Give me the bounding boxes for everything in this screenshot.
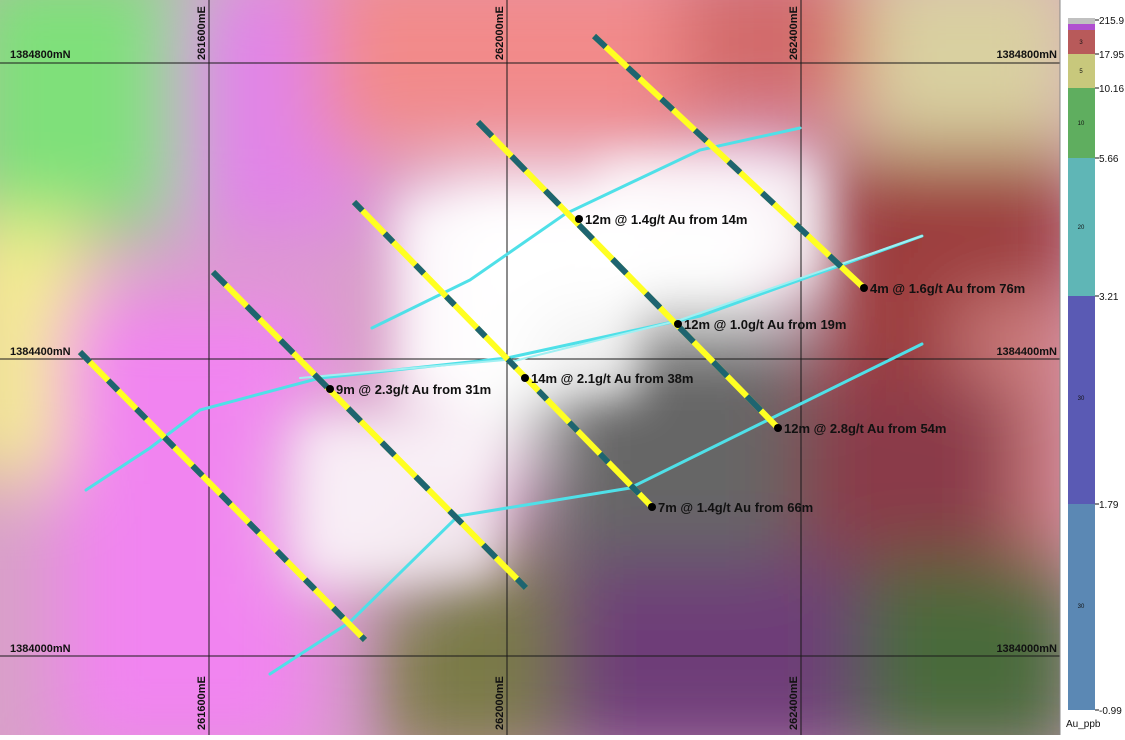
northing-label-e-2: 1384400mN [996,346,1057,358]
intercept-labels: 12m @ 1.4g/t Au from 14m 4m @ 1.6g/t Au … [336,212,1025,515]
intercept-label-1: 12m @ 1.4g/t Au from 14m [585,212,747,227]
anomaly-background [0,0,1060,735]
legend-panel: 215.9 17.95 10.16 5.66 3.21 1.79 -0.99 3… [1059,0,1125,735]
legend-tick-6: 1.79 [1099,500,1119,511]
legend-class-label-5: 30 [1078,396,1085,402]
legend-swatch-2 [1068,24,1095,30]
legend-swatch-1 [1068,18,1095,24]
intercept-marker-6 [774,424,782,432]
drillhole-2 [210,269,529,591]
legend-title: Au_ppb [1066,719,1101,730]
legend-tick-7: -0.99 [1099,706,1122,717]
legend-tick-1: 215.9 [1099,16,1124,27]
legend-swatch-8 [1068,504,1095,710]
easting-label-top-1: 261600mE [196,6,208,60]
intercept-marker-2 [860,284,868,292]
drillhole-3 [351,199,655,510]
legend-class-label-4: 20 [1078,225,1085,231]
legend-class-label-2: 5 [1079,69,1083,75]
intercept-marker-1 [575,215,583,223]
legend-class-label-6: 30 [1078,604,1085,610]
legend-swatch-5 [1068,88,1095,158]
northing-labels: 1384800mN 1384800mN 1384400mN 1384400mN … [10,49,1057,655]
traverse-line-4 [299,359,506,379]
legend-swatch-6 [1068,158,1095,296]
legend-swatch-4 [1068,54,1095,88]
northing-label-w-3: 1384000mN [10,643,71,655]
intercept-marker-4 [521,374,529,382]
northing-label-w-1: 1384800mN [10,49,71,61]
northing-label-w-2: 1384400mN [10,346,71,358]
easting-labels: 261600mE 262000mE 262400mE 261600mE 2620… [196,6,800,730]
legend-swatch-7 [1068,296,1095,504]
legend-tick-4: 5.66 [1099,154,1119,165]
intercept-label-4: 14m @ 2.1g/t Au from 38m [531,371,693,386]
legend-tick-3: 10.16 [1099,84,1124,95]
legend-swatch-3 [1068,30,1095,54]
legend-class-label-3: 10 [1078,121,1085,127]
blob-red-north [320,0,700,150]
blob-green-se [860,560,1060,735]
legend-tick-5: 3.21 [1099,292,1119,303]
drillhole-5 [591,33,867,291]
easting-label-bottom-1: 261600mE [196,676,208,730]
intercept-marker-7 [648,503,656,511]
easting-label-bottom-2: 262000mE [494,676,506,730]
legend-tick-2: 17.95 [1099,50,1124,61]
easting-label-bottom-3: 262400mE [788,676,800,730]
drillholes [77,33,867,643]
legend-class-label-1: 3 [1079,40,1083,46]
drillhole-1 [77,349,368,643]
coordinate-grid [0,0,1060,735]
intercept-markers [326,215,868,511]
intercept-label-5: 9m @ 2.3g/t Au from 31m [336,382,491,397]
intercept-label-7: 7m @ 1.4g/t Au from 66m [658,500,813,515]
intercept-marker-3 [674,320,682,328]
blob-purple-south [560,560,880,735]
intercept-label-6: 12m @ 2.8g/t Au from 54m [784,421,946,436]
intercept-label-2: 4m @ 1.6g/t Au from 76m [870,281,1025,296]
intercept-marker-5 [326,385,334,393]
easting-label-top-3: 262400mE [788,6,800,60]
intercept-label-3: 12m @ 1.0g/t Au from 19m [684,317,846,332]
northing-label-e-3: 1384000mN [996,643,1057,655]
easting-label-top-2: 262000mE [494,6,506,60]
drillhole-4 [475,119,781,431]
northing-label-e-1: 1384800mN [996,49,1057,61]
